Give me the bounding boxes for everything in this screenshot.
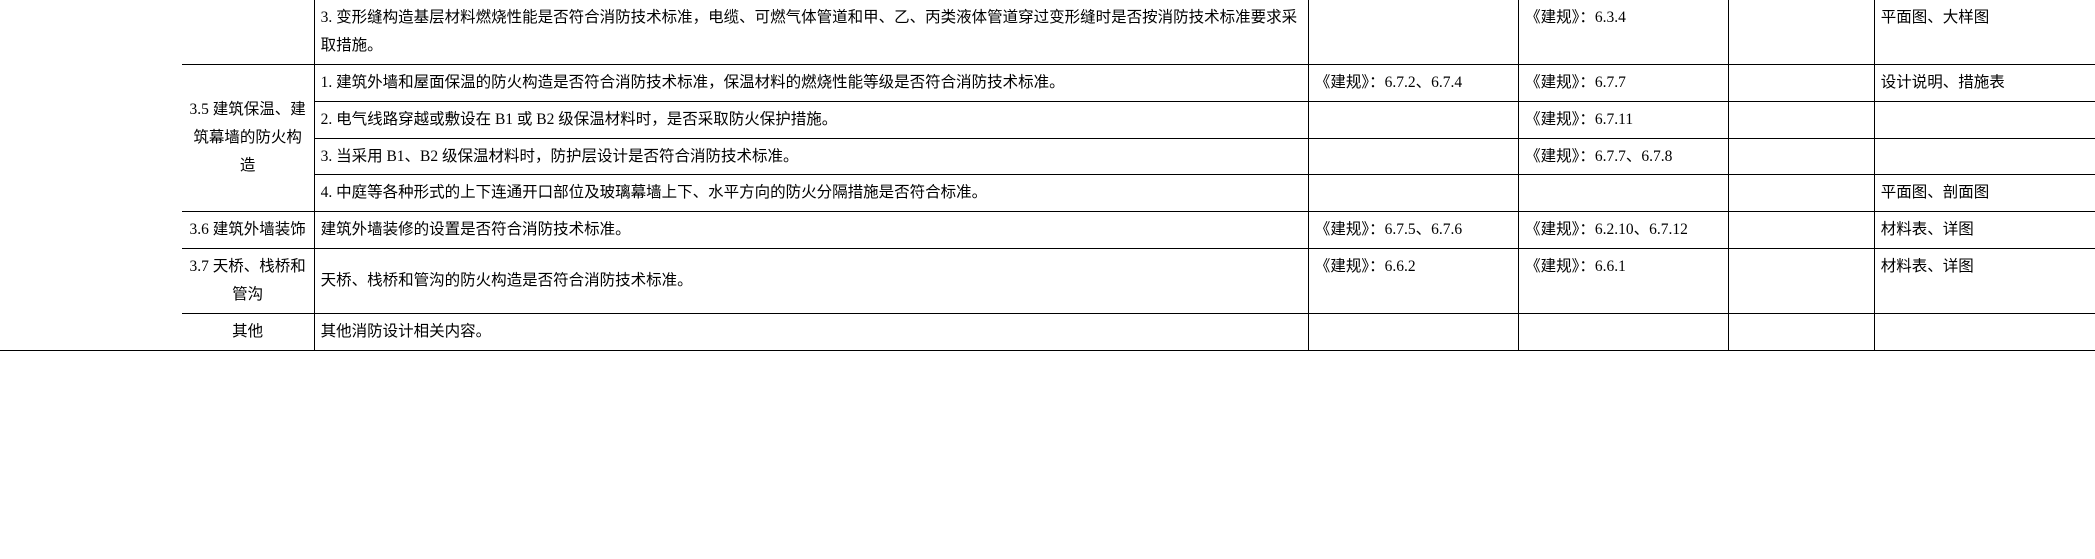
cell-ref-b: 《建规》：6.3.4 — [1519, 0, 1729, 64]
cell-docs: 平面图、剖面图 — [1874, 175, 2095, 212]
cell-docs: 材料表、详图 — [1874, 212, 2095, 249]
cell-ref-b: 《建规》：6.7.7、6.7.8 — [1519, 138, 1729, 175]
cell-content: 2. 电气线路穿越或敷设在 B1 或 B2 级保温材料时，是否采取防火保护措施。 — [314, 101, 1308, 138]
cell-blank — [1729, 101, 1874, 138]
cell-content: 其他消防设计相关内容。 — [314, 314, 1308, 351]
cell-ref-a — [1308, 138, 1518, 175]
cell-section-other: 其他 — [182, 314, 314, 351]
cell-content: 天桥、栈桥和管沟的防火构造是否符合消防技术标准。 — [314, 249, 1308, 314]
table-row: 3. 当采用 B1、B2 级保温材料时，防护层设计是否符合消防技术标准。 《建规… — [0, 138, 2095, 175]
cell-section-3-7: 3.7 天桥、栈桥和管沟 — [182, 249, 314, 314]
cell-content: 4. 中庭等各种形式的上下连通开口部位及玻璃幕墙上下、水平方向的防火分隔措施是否… — [314, 175, 1308, 212]
cell-outer-cat — [0, 0, 44, 350]
cell-ref-b: 《建规》：6.6.1 — [1519, 249, 1729, 314]
cell-ref-a — [1308, 175, 1518, 212]
cell-docs — [1874, 138, 2095, 175]
cell-content: 3. 变形缝构造基层材料燃烧性能是否符合消防技术标准，电缆、可燃气体管道和甲、乙… — [314, 0, 1308, 64]
cell-ref-a — [1308, 101, 1518, 138]
table-row: 其他 其他消防设计相关内容。 — [0, 314, 2095, 351]
cell-ref-b: 《建规》：6.2.10、6.7.12 — [1519, 212, 1729, 249]
table-row: 3. 变形缝构造基层材料燃烧性能是否符合消防技术标准，电缆、可燃气体管道和甲、乙… — [0, 0, 2095, 64]
cell-blank — [1729, 212, 1874, 249]
cell-ref-a — [1308, 314, 1518, 351]
cell-docs — [1874, 314, 2095, 351]
cell-blank — [1729, 249, 1874, 314]
fire-design-review-table: 3. 变形缝构造基层材料燃烧性能是否符合消防技术标准，电缆、可燃气体管道和甲、乙… — [0, 0, 2095, 351]
cell-ref-b: 《建规》：6.7.7 — [1519, 64, 1729, 101]
cell-blank — [1729, 64, 1874, 101]
cell-ref-a: 《建规》：6.6.2 — [1308, 249, 1518, 314]
table-row: 3.6 建筑外墙装饰 建筑外墙装修的设置是否符合消防技术标准。 《建规》：6.7… — [0, 212, 2095, 249]
cell-section-3-5: 3.5 建筑保温、建筑幕墙的防火构造 — [182, 64, 314, 212]
cell-blank — [1729, 175, 1874, 212]
cell-ref-a: 《建规》：6.7.2、6.7.4 — [1308, 64, 1518, 101]
cell-section-3-6: 3.6 建筑外墙装饰 — [182, 212, 314, 249]
cell-blank — [1729, 0, 1874, 64]
table-row: 4. 中庭等各种形式的上下连通开口部位及玻璃幕墙上下、水平方向的防火分隔措施是否… — [0, 175, 2095, 212]
table-row: 3.7 天桥、栈桥和管沟 天桥、栈桥和管沟的防火构造是否符合消防技术标准。 《建… — [0, 249, 2095, 314]
cell-content: 1. 建筑外墙和屋面保温的防火构造是否符合消防技术标准，保温材料的燃烧性能等级是… — [314, 64, 1308, 101]
cell-docs: 设计说明、措施表 — [1874, 64, 2095, 101]
cell-docs: 材料表、详图 — [1874, 249, 2095, 314]
cell-content: 建筑外墙装修的设置是否符合消防技术标准。 — [314, 212, 1308, 249]
cell-ref-b: 《建规》：6.7.11 — [1519, 101, 1729, 138]
cell-section — [182, 0, 314, 64]
table-row: 2. 电气线路穿越或敷设在 B1 或 B2 级保温材料时，是否采取防火保护措施。… — [0, 101, 2095, 138]
table-row: 3.5 建筑保温、建筑幕墙的防火构造 1. 建筑外墙和屋面保温的防火构造是否符合… — [0, 64, 2095, 101]
cell-ref-b — [1519, 175, 1729, 212]
cell-ref-a — [1308, 0, 1518, 64]
cell-ref-b — [1519, 314, 1729, 351]
cell-blank — [1729, 314, 1874, 351]
cell-docs: 平面图、大样图 — [1874, 0, 2095, 64]
cell-docs — [1874, 101, 2095, 138]
cell-content: 3. 当采用 B1、B2 级保温材料时，防护层设计是否符合消防技术标准。 — [314, 138, 1308, 175]
cell-ref-a: 《建规》：6.7.5、6.7.6 — [1308, 212, 1518, 249]
cell-mid-cat — [44, 0, 182, 350]
cell-blank — [1729, 138, 1874, 175]
